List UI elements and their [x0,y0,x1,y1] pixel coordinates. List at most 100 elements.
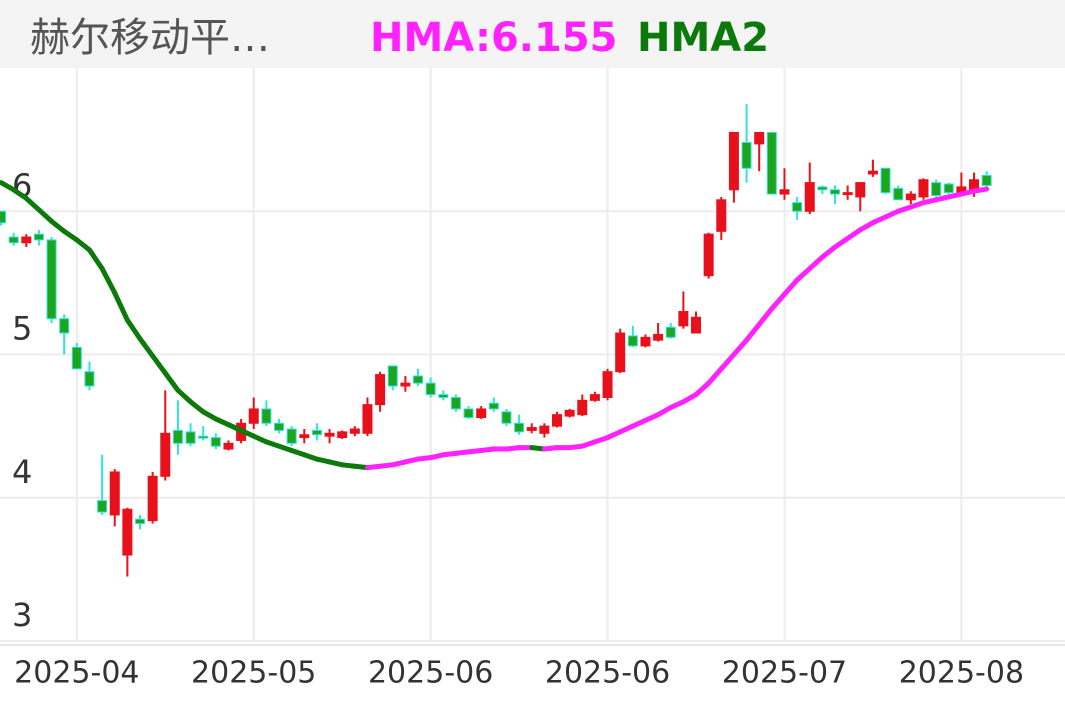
candle-body [324,432,335,437]
hma-line [188,399,206,415]
hma-line [86,247,105,272]
candle-body [349,428,360,434]
hma-line [731,337,750,357]
candle-body [248,408,259,424]
candle-body [46,239,57,320]
candle-body [274,422,285,431]
header-bar [0,0,1065,68]
candle-body [160,432,171,477]
x-tick-label: 2025-08 [899,656,1024,691]
hma-line [832,235,851,250]
hma-line [49,218,67,234]
candle-body [918,179,929,198]
hma-line [175,387,194,405]
candle-body [615,332,626,373]
candle-body [501,411,512,424]
candle-body [931,182,942,196]
candle-body [198,435,209,439]
candle-body [893,187,904,201]
candle-body [526,427,537,431]
candle-body [476,408,487,419]
candle-body [147,475,158,522]
x-tick-label: 2025-04 [14,656,139,691]
candle-body [84,371,95,387]
candle-body [0,210,7,224]
candle-body [640,336,651,347]
candle-body [387,365,398,387]
candle-body [8,236,19,244]
hma-line [162,370,181,393]
hma-line [807,254,825,272]
candle-body [564,409,575,417]
y-tick-label: 5 [12,310,32,348]
hma-line [706,366,724,386]
candle-body [779,189,790,195]
candle-body [539,425,550,434]
candle-body [754,131,765,145]
hma-line [99,266,118,296]
candle-body [514,422,525,433]
candle-body [943,183,954,194]
candle-body [766,131,777,195]
hma-line [11,187,29,201]
candle-body [450,396,461,410]
candle-body [337,431,348,439]
candle-body [210,437,221,447]
candle-body [21,236,32,244]
candle-body [261,408,272,424]
candle-body [71,346,82,370]
legend-entry: HMA2 [637,15,769,61]
hma-line [744,321,762,343]
candle-body [438,394,449,398]
candle-body [589,394,600,401]
candle-body [981,174,992,186]
candle-body [185,431,196,444]
candle-body [59,318,70,334]
candle-body [33,233,44,241]
y-tick-label: 4 [12,453,32,491]
candle-body [577,399,588,416]
legend-entry: HMA:6.155 [370,15,618,61]
candle-body [122,508,133,556]
candle-body [488,402,499,410]
candle-body [400,382,411,387]
hma-line [781,277,800,297]
hma-line [112,290,130,323]
hma-line [61,228,80,243]
candle-body [286,428,297,444]
hma-line [769,291,787,312]
candle-body [413,375,424,384]
candle-body [362,404,373,434]
candle-body [665,326,676,338]
candle-body [678,311,689,327]
x-tick-label: 2025-05 [191,656,316,691]
candle-body [627,335,638,347]
candle-body [703,233,714,277]
hma-line [137,336,156,359]
candle-body [552,414,563,427]
candle-body [867,170,878,175]
hma-line [971,186,990,194]
hma-line [124,317,143,342]
x-tick-label: 2025-07 [722,656,847,691]
candle-body [375,374,386,406]
candle-body [299,434,310,439]
candle-body [716,199,727,232]
chart-title: 赫尔移动平… [30,15,270,61]
candle-body [463,408,474,419]
hma-line [819,244,838,260]
hma-line [693,380,712,398]
y-tick-label: 3 [12,596,32,634]
candle-body [842,192,853,196]
candle-body [817,186,828,191]
candle-body [741,141,752,169]
candle-body [223,442,234,450]
candle-body [792,202,803,212]
hma-line [150,353,168,376]
candle-body [804,182,815,212]
hma-line [23,195,42,213]
candle-body [653,333,664,341]
candle-body [97,500,108,513]
